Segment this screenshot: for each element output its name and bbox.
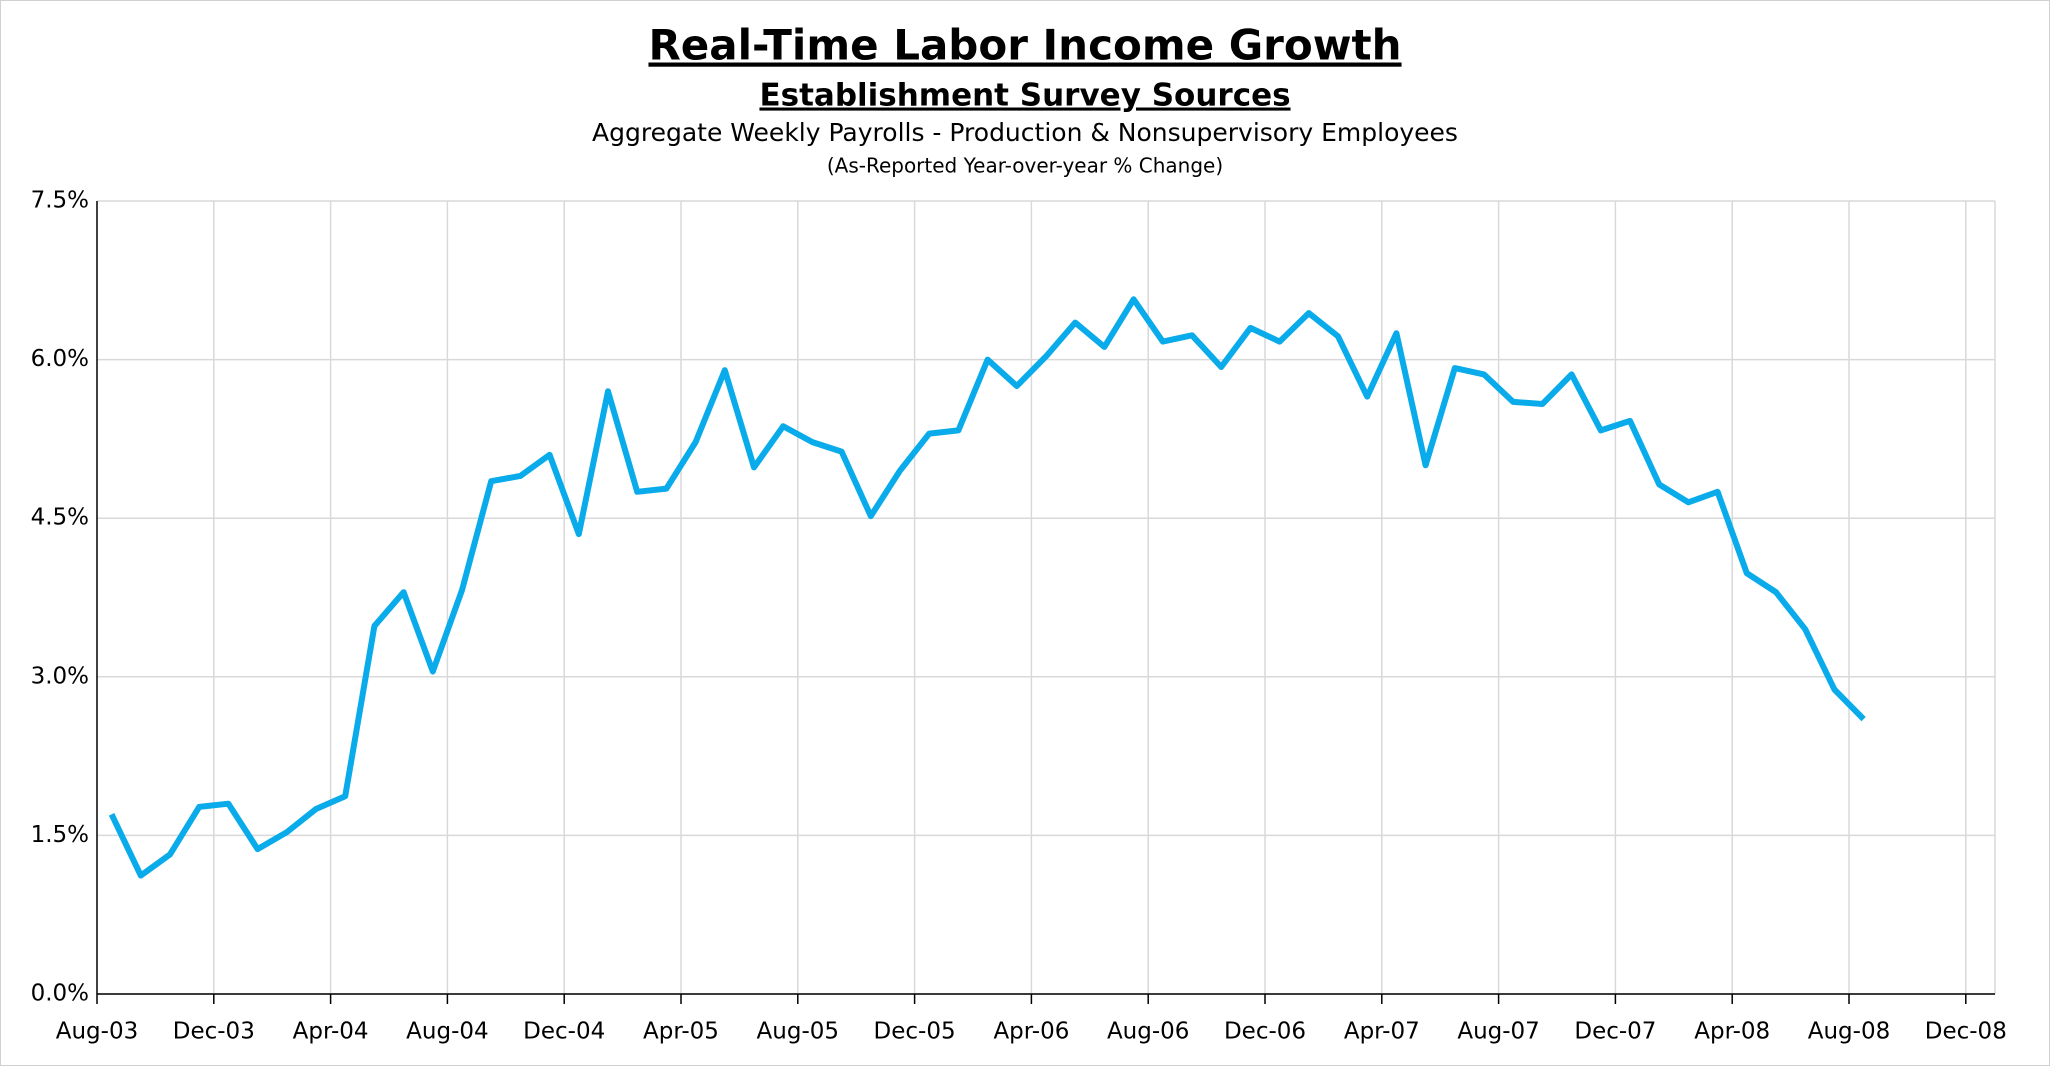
x-tick-label: Aug-08 [1808, 1019, 1890, 1045]
x-tick-label: Aug-05 [757, 1019, 839, 1045]
x-tick-label: Dec-07 [1574, 1019, 1656, 1045]
y-tick-label: 6.0% [31, 346, 89, 372]
y-tick-label: 3.0% [31, 663, 89, 689]
y-tick-label: 0.0% [31, 981, 89, 1007]
y-tick-label: 7.5% [31, 188, 89, 214]
y-tick-label: 1.5% [31, 822, 89, 848]
x-tick-label: Dec-05 [874, 1019, 956, 1045]
x-tick-label: Apr-08 [1694, 1019, 1770, 1045]
x-tick-label: Dec-04 [523, 1019, 605, 1045]
x-tick-label: Aug-06 [1107, 1019, 1189, 1045]
x-tick-label: Aug-04 [406, 1019, 488, 1045]
x-tick-label: Apr-04 [293, 1019, 369, 1045]
x-tick-label: Aug-03 [56, 1019, 138, 1045]
x-tick-label: Dec-08 [1925, 1019, 2007, 1045]
x-tick-label: Dec-03 [173, 1019, 255, 1045]
chart-title: Real-Time Labor Income Growth [648, 21, 1401, 70]
x-tick-label: Apr-07 [1344, 1019, 1420, 1045]
x-tick-label: Apr-06 [993, 1019, 1069, 1045]
chart-note: (As-Reported Year-over-year % Change) [827, 154, 1223, 178]
chart-description: Aggregate Weekly Payrolls - Production &… [592, 118, 1458, 147]
y-tick-label: 4.5% [31, 505, 89, 531]
x-tick-label: Dec-06 [1224, 1019, 1306, 1045]
chart-subtitle: Establishment Survey Sources [759, 78, 1290, 114]
data-line [108, 296, 1866, 879]
x-tick-label: Aug-07 [1457, 1019, 1539, 1045]
x-tick-label: Apr-05 [643, 1019, 719, 1045]
